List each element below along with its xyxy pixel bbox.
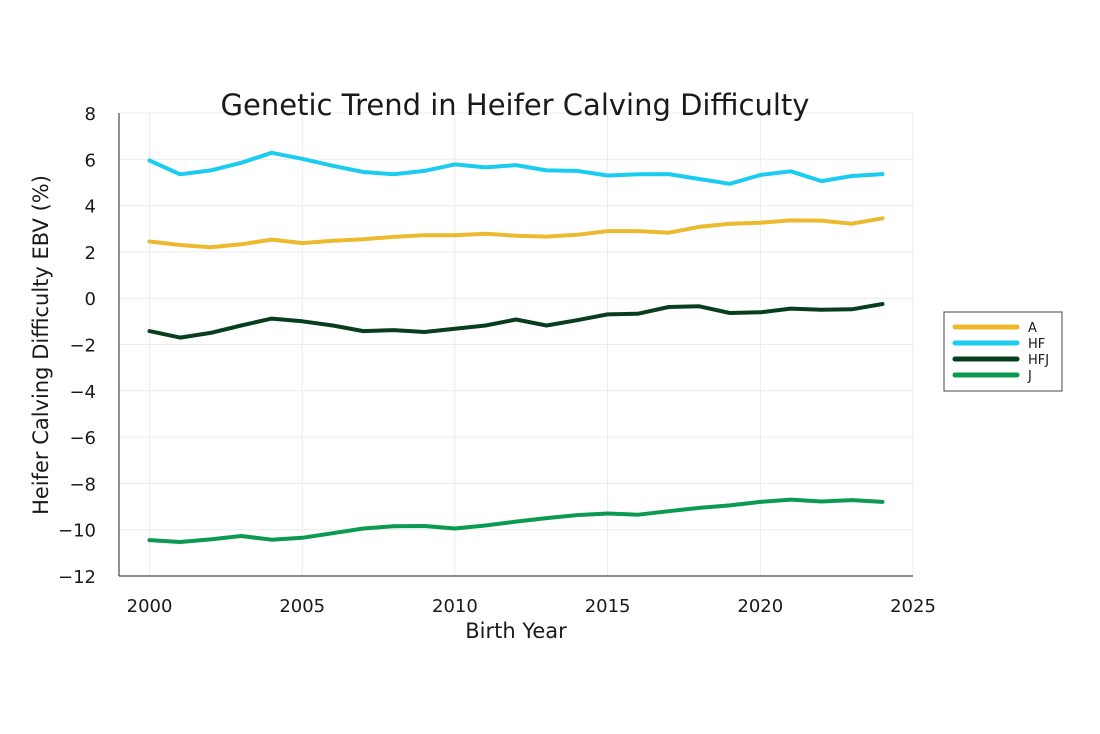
x-tick-label: 2010 bbox=[432, 596, 478, 617]
y-tick-label: −10 bbox=[58, 521, 96, 542]
series-line-hf bbox=[147, 150, 885, 186]
series-line-j bbox=[147, 497, 885, 544]
legend-label-hf: HF bbox=[1028, 337, 1045, 352]
y-axis-label: Heifer Calving Difficulty EBV (%) bbox=[29, 175, 53, 515]
y-tick-label: −6 bbox=[69, 428, 96, 449]
y-tick-label: 6 bbox=[85, 150, 96, 171]
y-tick-label: −12 bbox=[58, 567, 96, 588]
x-axis-label: Birth Year bbox=[465, 619, 567, 643]
x-tick-label: 2020 bbox=[737, 596, 783, 617]
x-axis-ticks: 2000 2005 2010 2015 2020 2025 bbox=[127, 596, 936, 617]
legend-label-a: A bbox=[1028, 321, 1037, 336]
grid bbox=[119, 112, 914, 577]
series-line-hfj bbox=[147, 302, 885, 340]
y-tick-label: 0 bbox=[85, 289, 96, 310]
x-tick-label: 2025 bbox=[890, 596, 936, 617]
y-tick-label: −8 bbox=[69, 474, 96, 495]
chart-title: Genetic Trend in Heifer Calving Difficul… bbox=[221, 88, 810, 122]
legend-label-j: J bbox=[1027, 369, 1032, 384]
y-tick-label: 8 bbox=[85, 104, 96, 125]
x-tick-label: 2015 bbox=[585, 596, 631, 617]
legend-label-hfj: HFJ bbox=[1028, 353, 1049, 368]
x-tick-label: 2000 bbox=[127, 596, 173, 617]
y-axis-ticks: 8 6 4 2 0 −2 −4 −6 −8 −10 −12 bbox=[58, 104, 96, 588]
y-tick-label: −2 bbox=[69, 336, 96, 357]
series-lines bbox=[147, 150, 885, 544]
y-tick-label: 4 bbox=[85, 197, 96, 218]
y-tick-label: −4 bbox=[69, 382, 96, 403]
x-tick-label: 2005 bbox=[279, 596, 325, 617]
series-line-a bbox=[147, 216, 885, 250]
axes bbox=[118, 113, 913, 577]
y-tick-label: 2 bbox=[85, 243, 96, 264]
